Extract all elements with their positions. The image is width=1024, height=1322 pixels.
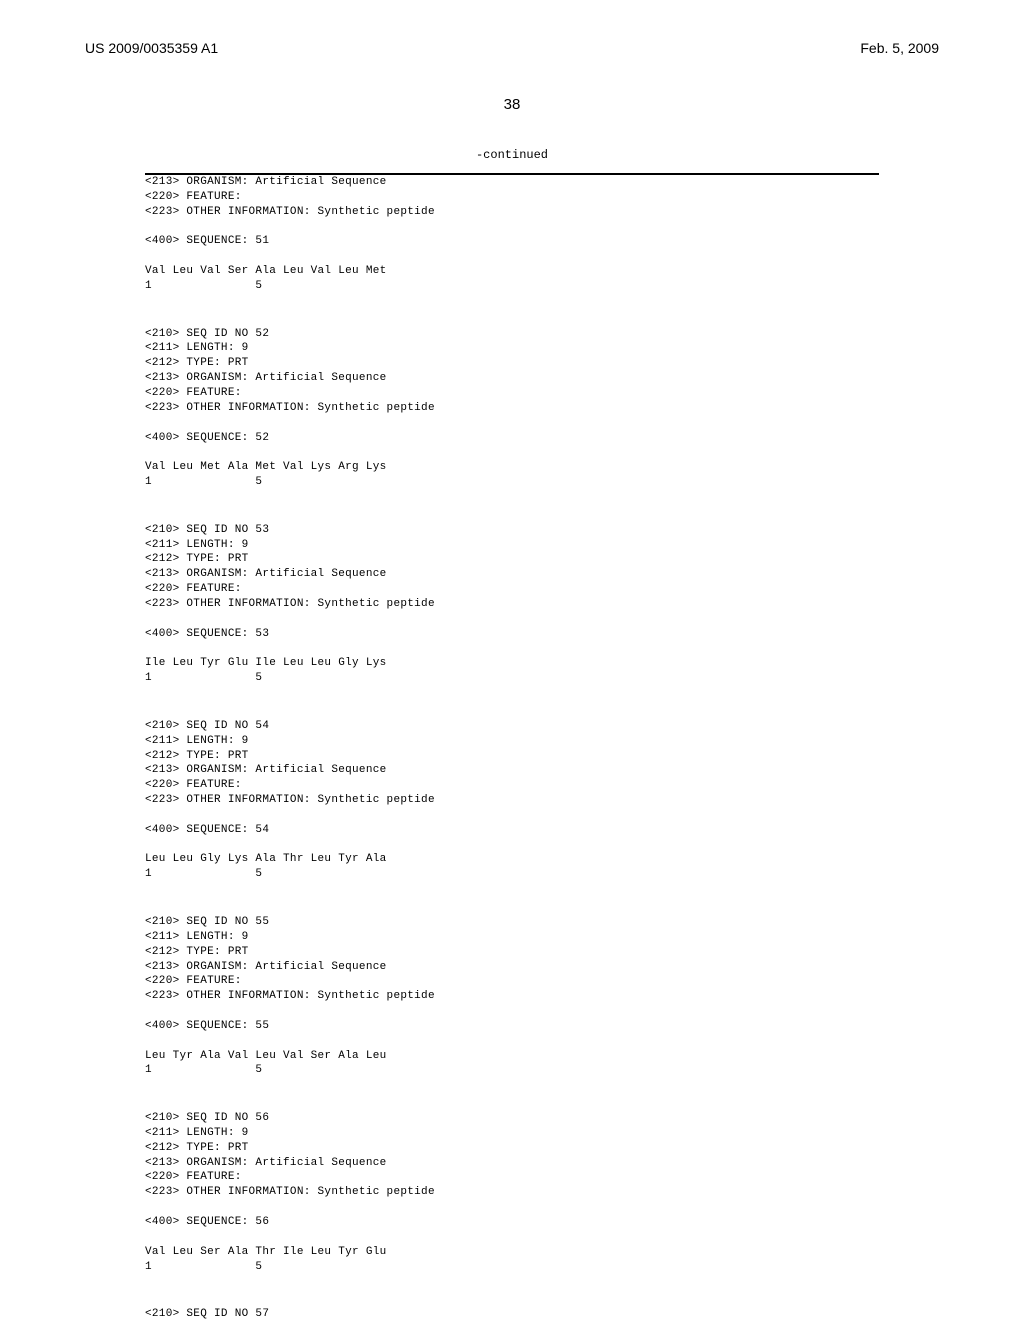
seq-line: Leu Tyr Ala Val Leu Val Ser Ala Leu bbox=[145, 1049, 939, 1064]
seq-block-51: <213> ORGANISM: Artificial Sequence <220… bbox=[145, 175, 939, 294]
seq-pos: 1 5 bbox=[145, 475, 939, 490]
seq-line: <211> LENGTH: 9 bbox=[145, 538, 939, 553]
seq-line: <210> SEQ ID NO 55 bbox=[145, 915, 939, 930]
seq-line: <220> FEATURE: bbox=[145, 1170, 939, 1185]
seq-line: <211> LENGTH: 9 bbox=[145, 930, 939, 945]
seq-pos: 1 5 bbox=[145, 867, 939, 882]
seq-line: <223> OTHER INFORMATION: Synthetic pepti… bbox=[145, 793, 939, 808]
seq-line: <223> OTHER INFORMATION: Synthetic pepti… bbox=[145, 1185, 939, 1200]
seq-line: <400> SEQUENCE: 56 bbox=[145, 1215, 939, 1230]
seq-line: <220> FEATURE: bbox=[145, 582, 939, 597]
publication-number: US 2009/0035359 A1 bbox=[85, 40, 218, 56]
page-header: US 2009/0035359 A1 Feb. 5, 2009 bbox=[85, 40, 939, 56]
publication-date: Feb. 5, 2009 bbox=[860, 40, 939, 56]
seq-line: <400> SEQUENCE: 53 bbox=[145, 627, 939, 642]
seq-line: <212> TYPE: PRT bbox=[145, 356, 939, 371]
seq-line: Val Leu Met Ala Met Val Lys Arg Lys bbox=[145, 460, 939, 475]
seq-line: <210> SEQ ID NO 56 bbox=[145, 1111, 939, 1126]
seq-line: <220> FEATURE: bbox=[145, 386, 939, 401]
seq-block-56: <210> SEQ ID NO 56 <211> LENGTH: 9 <212>… bbox=[145, 1096, 939, 1274]
seq-pos: 1 5 bbox=[145, 1063, 939, 1078]
seq-line: <400> SEQUENCE: 54 bbox=[145, 823, 939, 838]
seq-line: <213> ORGANISM: Artificial Sequence bbox=[145, 175, 939, 190]
seq-line: <223> OTHER INFORMATION: Synthetic pepti… bbox=[145, 401, 939, 416]
seq-line: <223> OTHER INFORMATION: Synthetic pepti… bbox=[145, 597, 939, 612]
seq-line: <213> ORGANISM: Artificial Sequence bbox=[145, 763, 939, 778]
page-number: 38 bbox=[85, 96, 939, 113]
seq-line: <212> TYPE: PRT bbox=[145, 945, 939, 960]
seq-line: <211> LENGTH: 9 bbox=[145, 341, 939, 356]
seq-line: <220> FEATURE: bbox=[145, 778, 939, 793]
continued-label: -continued bbox=[145, 148, 879, 165]
seq-line: <400> SEQUENCE: 51 bbox=[145, 234, 939, 249]
seq-line: <213> ORGANISM: Artificial Sequence bbox=[145, 567, 939, 582]
seq-pos: 1 5 bbox=[145, 279, 939, 294]
seq-pos: 1 5 bbox=[145, 671, 939, 686]
seq-line: <223> OTHER INFORMATION: Synthetic pepti… bbox=[145, 205, 939, 220]
sequence-content: <213> ORGANISM: Artificial Sequence <220… bbox=[145, 175, 939, 1322]
seq-block-57: <210> SEQ ID NO 57 bbox=[145, 1292, 939, 1322]
seq-line: Val Leu Val Ser Ala Leu Val Leu Met bbox=[145, 264, 939, 279]
seq-line: <220> FEATURE: bbox=[145, 974, 939, 989]
seq-line: <210> SEQ ID NO 53 bbox=[145, 523, 939, 538]
seq-line: <220> FEATURE: bbox=[145, 190, 939, 205]
seq-line: <400> SEQUENCE: 52 bbox=[145, 431, 939, 446]
seq-line: <212> TYPE: PRT bbox=[145, 749, 939, 764]
seq-block-53: <210> SEQ ID NO 53 <211> LENGTH: 9 <212>… bbox=[145, 508, 939, 686]
seq-line: <211> LENGTH: 9 bbox=[145, 734, 939, 749]
seq-line: Val Leu Ser Ala Thr Ile Leu Tyr Glu bbox=[145, 1245, 939, 1260]
seq-line: Ile Leu Tyr Glu Ile Leu Leu Gly Lys bbox=[145, 656, 939, 671]
seq-line: <213> ORGANISM: Artificial Sequence bbox=[145, 960, 939, 975]
seq-line: <210> SEQ ID NO 54 bbox=[145, 719, 939, 734]
seq-line: <211> LENGTH: 9 bbox=[145, 1126, 939, 1141]
seq-block-54: <210> SEQ ID NO 54 <211> LENGTH: 9 <212>… bbox=[145, 704, 939, 882]
seq-block-52: <210> SEQ ID NO 52 <211> LENGTH: 9 <212>… bbox=[145, 312, 939, 490]
seq-line: <400> SEQUENCE: 55 bbox=[145, 1019, 939, 1034]
seq-pos: 1 5 bbox=[145, 1260, 939, 1275]
seq-line: <212> TYPE: PRT bbox=[145, 552, 939, 567]
seq-line: Leu Leu Gly Lys Ala Thr Leu Tyr Ala bbox=[145, 852, 939, 867]
seq-block-55: <210> SEQ ID NO 55 <211> LENGTH: 9 <212>… bbox=[145, 900, 939, 1078]
seq-line: <223> OTHER INFORMATION: Synthetic pepti… bbox=[145, 989, 939, 1004]
seq-line: <210> SEQ ID NO 52 bbox=[145, 327, 939, 342]
seq-line: <213> ORGANISM: Artificial Sequence bbox=[145, 371, 939, 386]
seq-line: <212> TYPE: PRT bbox=[145, 1141, 939, 1156]
seq-line: <213> ORGANISM: Artificial Sequence bbox=[145, 1156, 939, 1171]
